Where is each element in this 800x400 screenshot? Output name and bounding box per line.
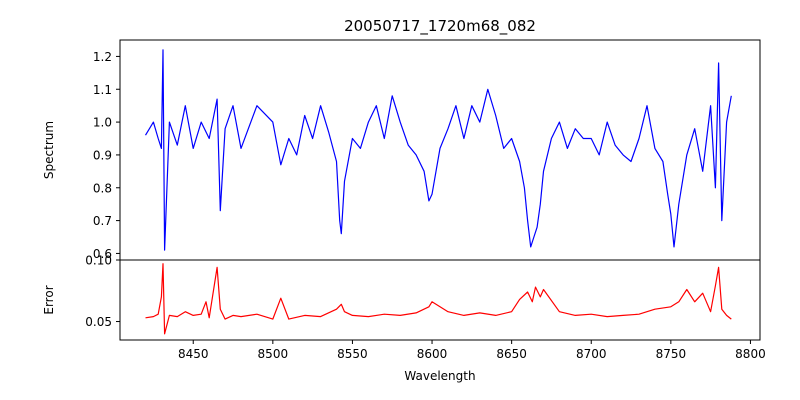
spectrum-y-axis-label: Spectrum xyxy=(42,121,56,179)
spectrum-y-ticks: 0.6 0.7 0.8 0.9 1.0 1.1 1.2 xyxy=(93,50,120,261)
x-tick-label: 8750 xyxy=(656,347,687,361)
x-tick-label: 8500 xyxy=(258,347,289,361)
y-tick-label: 0.9 xyxy=(93,148,112,162)
y-tick-label: 0.6 xyxy=(93,247,112,261)
x-tick-label: 8800 xyxy=(735,347,766,361)
y-tick-label: 0.8 xyxy=(93,181,112,195)
x-tick-label: 8700 xyxy=(576,347,607,361)
chart-title: 20050717_1720m68_082 xyxy=(344,17,536,36)
spectrum-panel: 20050717_1720m68_082 Spectrum 0.60.70.80… xyxy=(42,17,761,261)
error-line xyxy=(145,263,732,335)
x-tick-label: 8550 xyxy=(337,347,368,361)
error-y-ticks: 0.05 0.10 xyxy=(85,254,120,329)
error-x-ticks: 8450 8500 8550 8600 8650 8700 8750 8800 xyxy=(178,340,766,361)
wavelength-x-axis-label: Wavelength xyxy=(404,369,475,383)
x-tick-label: 8600 xyxy=(417,347,448,361)
error-y-axis-label: Error xyxy=(42,285,56,314)
x-tick-label: 8450 xyxy=(178,347,209,361)
y-tick-label: 0.7 xyxy=(93,214,112,228)
y-tick-label: 1.1 xyxy=(93,83,112,97)
y-tick-label: 1.2 xyxy=(93,50,112,64)
error-axes-frame xyxy=(119,259,761,341)
error-panel: Error Wavelength 0.05 0.10 8450 8500 8550 86… xyxy=(42,254,766,384)
spectrum-line xyxy=(144,49,732,251)
y-tick-label: 0.05 xyxy=(85,315,112,329)
y-tick-label: 1.0 xyxy=(93,116,112,130)
x-tick-label: 8650 xyxy=(496,347,527,361)
y-tick-label: 0.10 xyxy=(85,254,112,268)
